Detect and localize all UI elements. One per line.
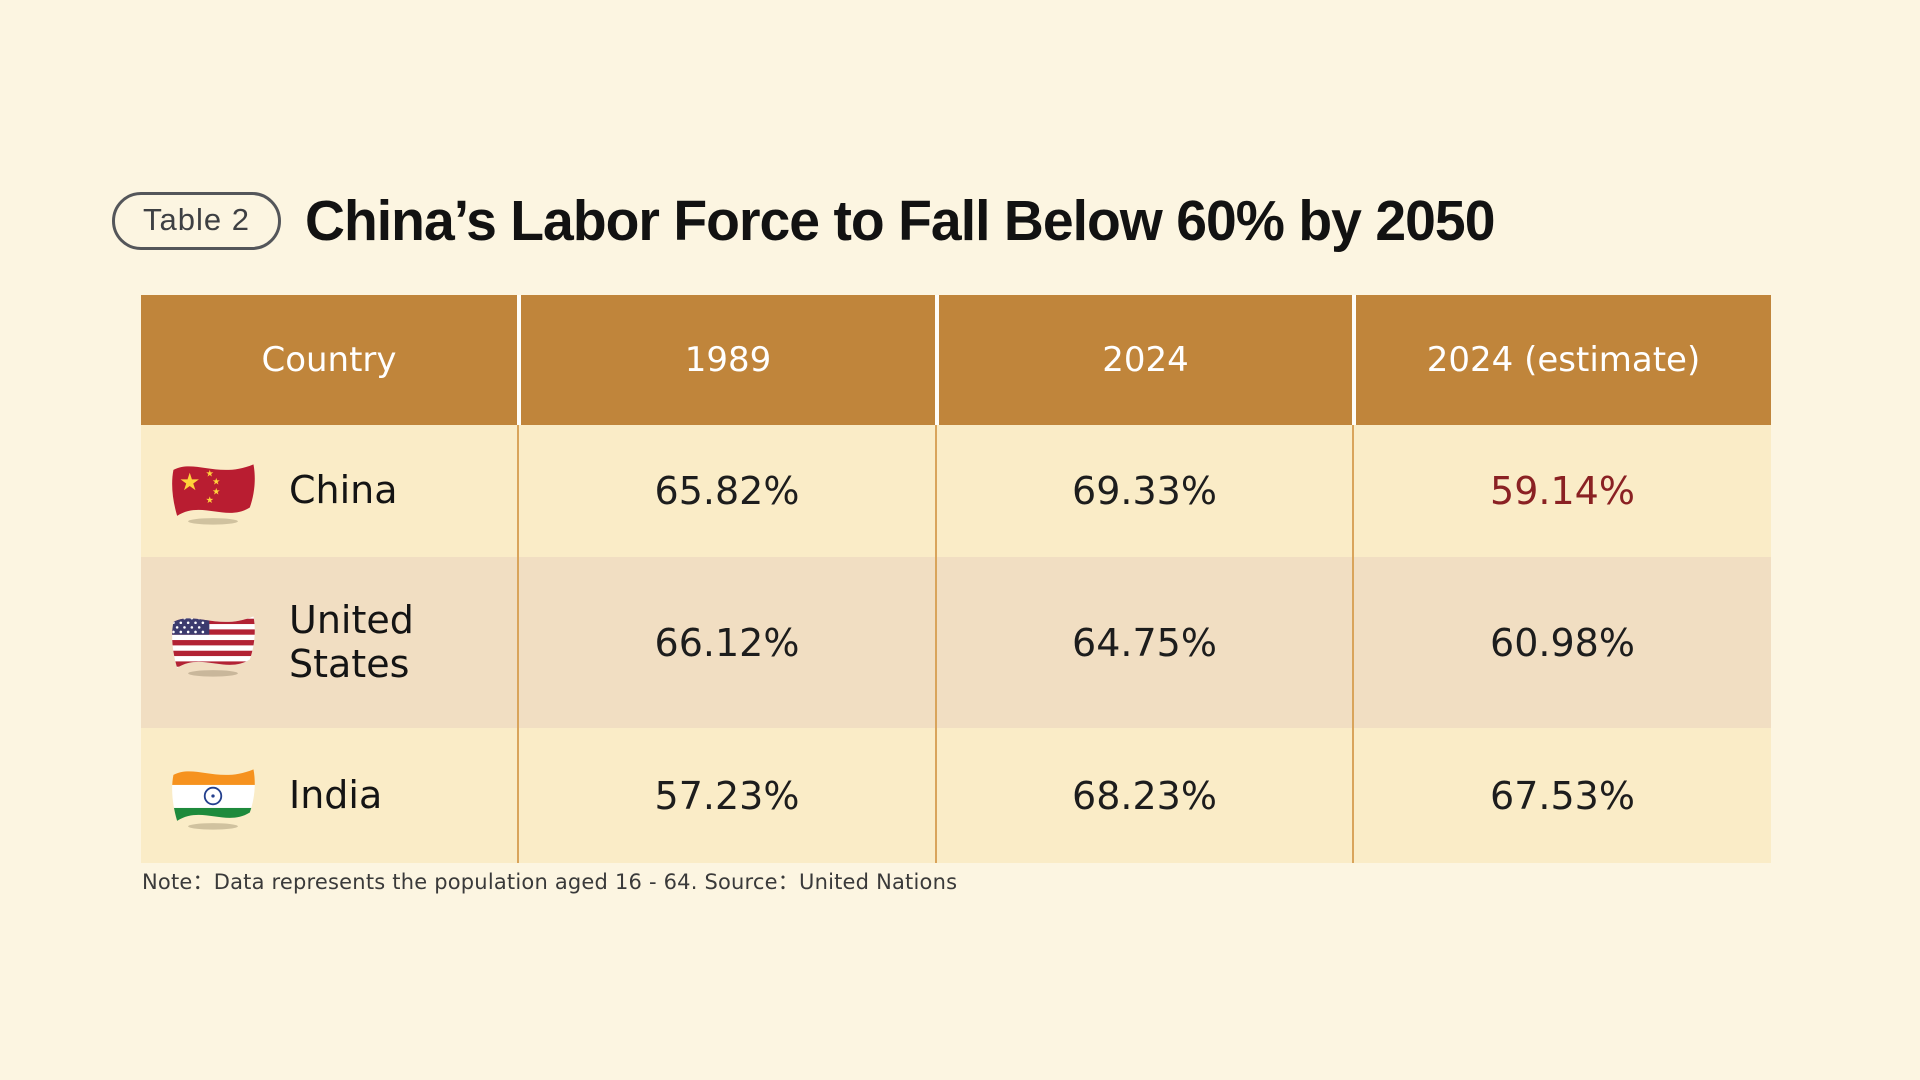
column-header-2024: 2024 [935, 295, 1352, 425]
svg-text:★: ★ [206, 468, 214, 479]
country-name: United States [289, 597, 414, 686]
value-china-estimate: 59.14% [1352, 425, 1771, 557]
value-us-1989: 66.12% [517, 557, 935, 728]
column-header-country: Country [261, 340, 397, 380]
table-number-badge: Table 2 [112, 192, 281, 250]
title-row: Table 2 China’s Labor Force to Fall Belo… [112, 188, 1531, 254]
column-header-1989: 1989 [517, 295, 935, 425]
value-india-1989: 57.23% [517, 728, 935, 863]
svg-text:★: ★ [212, 487, 220, 498]
value-china-2024: 69.33% [935, 425, 1352, 557]
svg-text:★: ★ [212, 477, 220, 488]
table-header-row: Country 1989 2024 2024 (estimate) [141, 295, 1771, 425]
value-india-estimate: 67.53% [1352, 728, 1771, 863]
country-cell: ★ ★ ★ ★ ★ China [141, 425, 517, 557]
value-us-estimate: 60.98% [1352, 557, 1771, 728]
us-flag-icon [165, 608, 261, 678]
country-cell: India [141, 728, 517, 863]
labor-force-table: Country 1989 2024 2024 (estimate) ★ ★ ★ … [141, 295, 1771, 863]
svg-text:★: ★ [179, 468, 200, 496]
table-row-united-states: United States 66.12% 64.75% 60.98% [141, 557, 1771, 728]
footnote: Note：Data represents the population aged… [142, 870, 958, 894]
value-china-1989: 65.82% [517, 425, 935, 557]
table-row-india: India 57.23% 68.23% 67.53% [141, 728, 1771, 863]
value-india-2024: 68.23% [935, 728, 1352, 863]
column-header-2024-estimate: 2024 (estimate) [1352, 295, 1771, 425]
svg-text:★: ★ [206, 495, 214, 506]
country-name: China [289, 468, 398, 513]
country-cell: United States [141, 557, 517, 728]
india-flag-icon [165, 761, 261, 831]
value-us-2024: 64.75% [935, 557, 1352, 728]
country-name: India [289, 772, 383, 817]
table-row-china: ★ ★ ★ ★ ★ China 65.82% 69.33% 59.14% [141, 425, 1771, 557]
china-flag-icon: ★ ★ ★ ★ ★ [165, 456, 261, 526]
page-title: China’s Labor Force to Fall Below 60% by… [304, 189, 1495, 253]
